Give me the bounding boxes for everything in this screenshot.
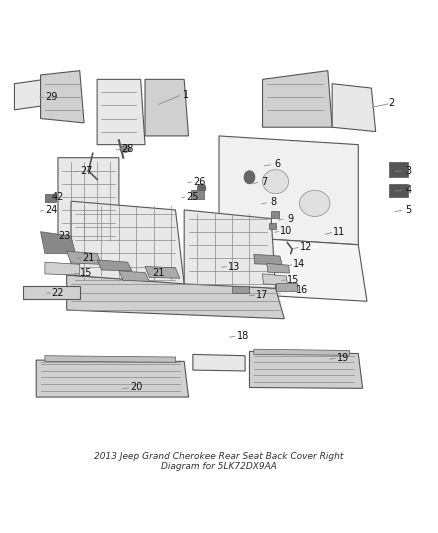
Polygon shape: [41, 232, 75, 254]
Text: 27: 27: [80, 166, 92, 176]
Polygon shape: [97, 79, 145, 144]
Ellipse shape: [197, 184, 206, 192]
Text: 23: 23: [58, 231, 71, 241]
Text: 4: 4: [405, 185, 411, 195]
Polygon shape: [119, 271, 149, 281]
Text: 6: 6: [275, 159, 281, 169]
Text: 8: 8: [270, 197, 276, 207]
Text: 2013 Jeep Grand Cherokee Rear Seat Back Cover Right
Diagram for 5LK72DX9AA: 2013 Jeep Grand Cherokee Rear Seat Back …: [94, 451, 344, 471]
Text: 1: 1: [183, 90, 189, 100]
Polygon shape: [219, 236, 367, 301]
Text: 3: 3: [405, 166, 411, 176]
Polygon shape: [67, 275, 284, 319]
Polygon shape: [36, 360, 188, 397]
Bar: [271, 211, 279, 218]
Polygon shape: [254, 254, 282, 265]
Bar: [45, 194, 56, 202]
Text: 20: 20: [130, 383, 142, 392]
Text: 2: 2: [388, 98, 394, 108]
Polygon shape: [184, 210, 276, 288]
Bar: [389, 162, 408, 177]
Text: 13: 13: [228, 262, 240, 271]
Bar: [269, 223, 276, 229]
Text: 12: 12: [300, 242, 312, 252]
Polygon shape: [262, 274, 287, 285]
Polygon shape: [267, 263, 290, 273]
Ellipse shape: [244, 171, 255, 184]
Polygon shape: [58, 158, 119, 245]
Text: 17: 17: [256, 290, 268, 300]
Text: 28: 28: [121, 144, 134, 154]
Text: 26: 26: [193, 176, 205, 187]
Polygon shape: [193, 354, 245, 371]
Polygon shape: [67, 251, 102, 264]
Polygon shape: [41, 71, 84, 123]
Polygon shape: [332, 84, 376, 132]
Polygon shape: [14, 79, 45, 110]
Polygon shape: [145, 79, 188, 136]
Bar: [276, 284, 297, 292]
Ellipse shape: [300, 190, 330, 216]
Text: 24: 24: [45, 205, 58, 215]
Ellipse shape: [120, 146, 131, 152]
Text: 21: 21: [82, 253, 95, 263]
Polygon shape: [250, 351, 363, 389]
Text: 11: 11: [332, 227, 345, 237]
Text: 9: 9: [288, 214, 294, 224]
Text: 19: 19: [337, 353, 349, 363]
Text: 15: 15: [287, 274, 299, 285]
Polygon shape: [262, 71, 332, 127]
Polygon shape: [254, 349, 350, 356]
Polygon shape: [145, 266, 180, 278]
Bar: [389, 184, 408, 197]
Text: 18: 18: [237, 331, 249, 341]
Ellipse shape: [262, 169, 289, 193]
Bar: [191, 190, 204, 199]
Text: 7: 7: [261, 176, 268, 187]
Text: 10: 10: [280, 226, 293, 236]
Text: 25: 25: [187, 192, 199, 202]
Polygon shape: [45, 356, 176, 362]
Text: 29: 29: [45, 92, 58, 102]
Polygon shape: [45, 262, 80, 275]
Polygon shape: [71, 201, 184, 284]
Text: 15: 15: [80, 268, 92, 278]
Polygon shape: [23, 286, 80, 299]
Polygon shape: [97, 260, 132, 271]
Text: 16: 16: [296, 286, 308, 295]
Text: 42: 42: [52, 192, 64, 202]
Text: 21: 21: [152, 268, 164, 278]
Bar: [232, 286, 250, 294]
Text: 5: 5: [405, 205, 411, 215]
Text: 22: 22: [52, 288, 64, 297]
Polygon shape: [219, 136, 358, 245]
Text: 14: 14: [293, 260, 306, 269]
